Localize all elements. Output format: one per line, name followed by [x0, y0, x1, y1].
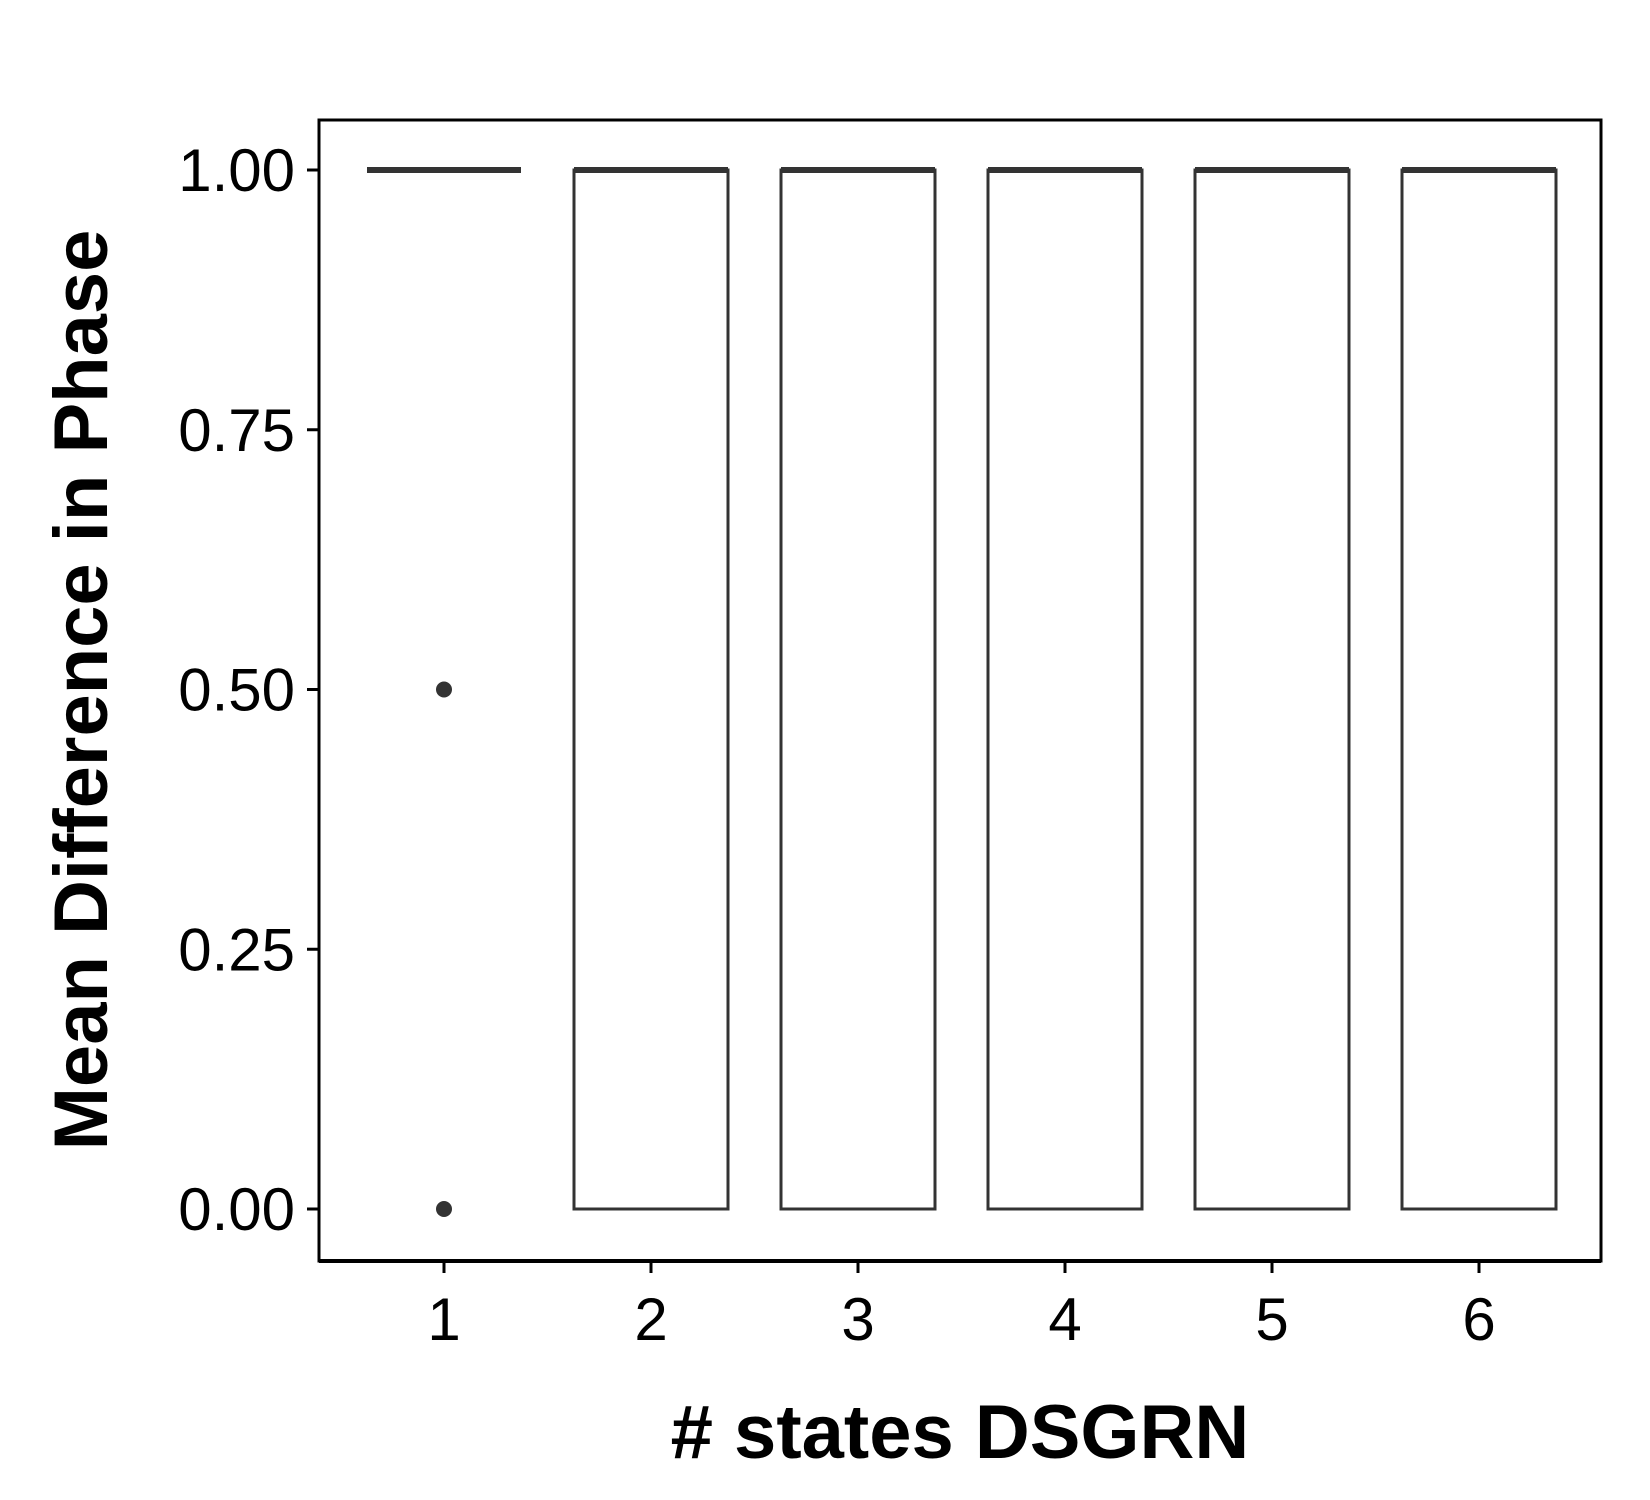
box-body: [1193, 168, 1351, 1211]
x-tick-label: 3: [841, 1286, 874, 1353]
y-axis-title: Mean Difference in Phase: [39, 230, 124, 1151]
outlier-point: [436, 1201, 452, 1217]
box-body: [1400, 168, 1558, 1211]
y-tick-label: 0.25: [178, 916, 295, 983]
box-body: [779, 168, 937, 1211]
x-tick-label: 5: [1255, 1286, 1288, 1353]
y-tick-label: 0.50: [178, 657, 295, 724]
x-tick-label: 1: [427, 1286, 460, 1353]
x-tick-label: 2: [634, 1286, 667, 1353]
outlier-point: [436, 681, 452, 698]
y-axis: 0.00 0.25 0.50 0.75 1.00: [178, 137, 319, 1243]
y-tick-label: 0.00: [178, 1176, 295, 1243]
x-axis-title: # states DSGRN: [671, 1390, 1250, 1475]
x-axis: 1 2 3 4 5 6: [319, 1259, 1601, 1353]
box-marks: [367, 167, 1558, 1217]
y-tick-label: 1.00: [178, 137, 295, 204]
panel-border: [317, 118, 1603, 1263]
x-tick-label: 4: [1048, 1286, 1081, 1353]
box-body: [986, 168, 1144, 1211]
x-tick-label: 6: [1462, 1286, 1495, 1353]
box-body: [572, 168, 730, 1211]
y-tick-label: 0.75: [178, 397, 295, 464]
